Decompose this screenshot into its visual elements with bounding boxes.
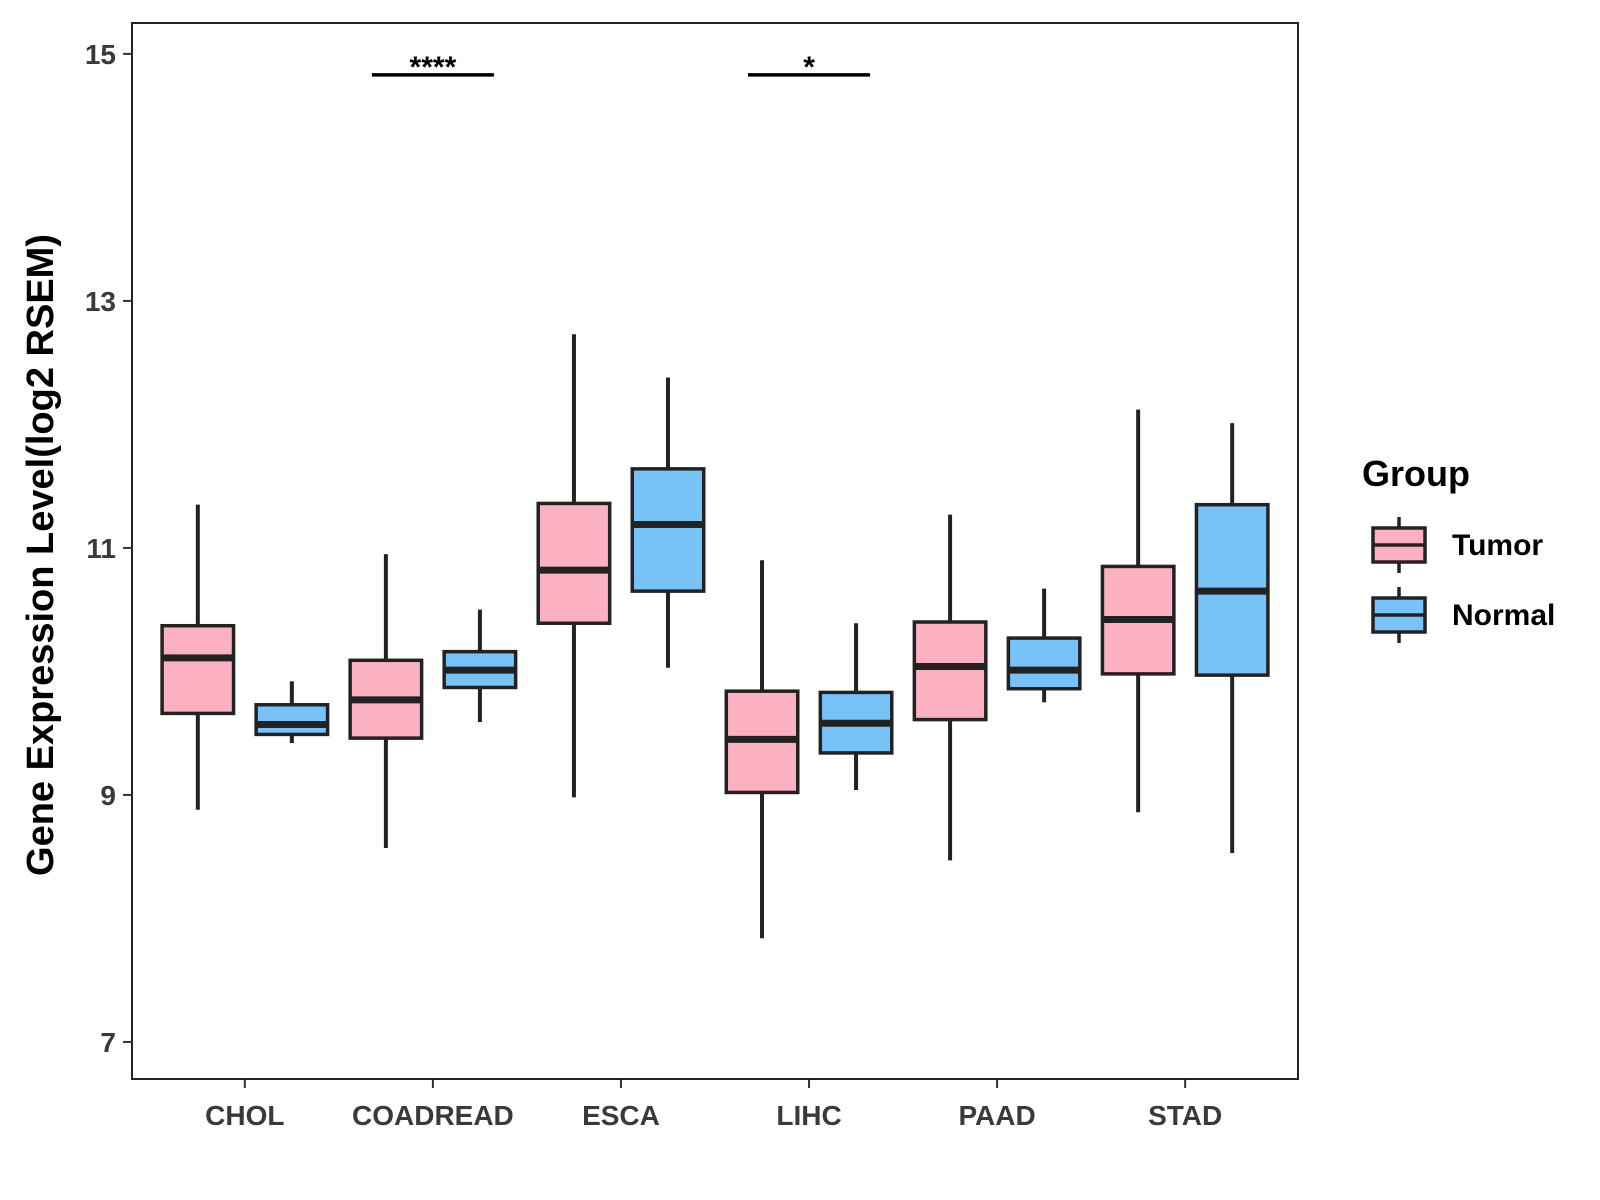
box-body — [1006, 636, 1082, 691]
box-tumor-chol — [160, 504, 236, 810]
y-axis-title: Gene Expression Level(log2 RSEM) — [20, 234, 62, 876]
box-body — [160, 623, 236, 716]
significance-label: **** — [410, 51, 457, 84]
box-normal-lihc — [818, 623, 894, 790]
significance-label: * — [803, 51, 815, 84]
legend-key-tumor — [1371, 517, 1427, 573]
box-tumor-stad — [1100, 409, 1176, 813]
box-body — [536, 501, 612, 626]
x-tick-label: PAAD — [958, 1100, 1035, 1131]
x-tick-label: STAD — [1148, 1100, 1222, 1131]
y-tick-label: 15 — [85, 39, 116, 70]
legend-label-normal: Normal — [1452, 599, 1555, 632]
box-normal-coadread — [442, 609, 518, 723]
box-tumor-esca — [536, 334, 612, 798]
box-body — [630, 467, 706, 593]
y-tick-label: 11 — [86, 533, 116, 564]
box-body — [254, 703, 330, 737]
plot-panel-border — [131, 22, 1299, 1080]
box-normal-esca — [630, 377, 706, 668]
box-normal-paad — [1006, 588, 1082, 703]
legend-title: Group — [1362, 453, 1470, 494]
box-tumor-lihc — [724, 560, 800, 939]
y-tick-label: 13 — [85, 286, 116, 317]
x-tick-label: LIHC — [776, 1100, 841, 1131]
legend-label-tumor: Tumor — [1452, 529, 1543, 562]
y-tick-label: 9 — [100, 780, 116, 811]
box-body — [912, 620, 988, 722]
x-tick-label: COADREAD — [352, 1100, 514, 1131]
y-tick-label: 7 — [100, 1027, 116, 1058]
box-tumor-paad — [912, 514, 988, 861]
box-tumor-coadread — [348, 554, 424, 849]
x-tick-label: CHOL — [205, 1100, 284, 1131]
box-normal-chol — [254, 681, 330, 744]
box-normal-stad — [1194, 423, 1270, 853]
legend-key-normal — [1371, 587, 1427, 643]
x-tick-label: ESCA — [582, 1100, 660, 1131]
